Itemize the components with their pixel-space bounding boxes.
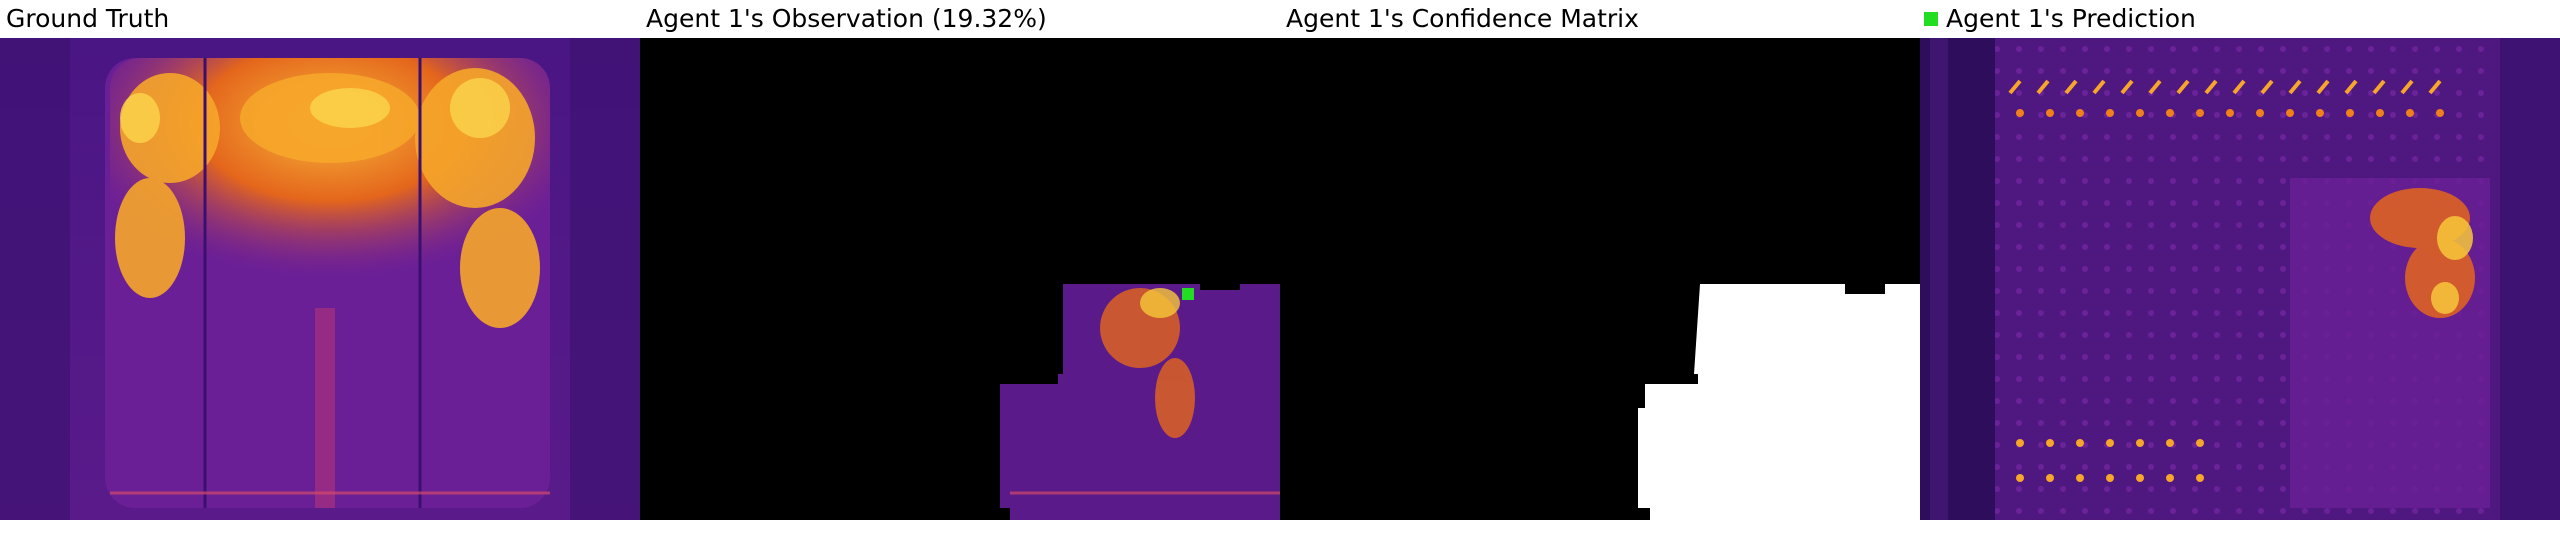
prediction-svg: [1920, 38, 2560, 520]
observation-image: [640, 38, 1280, 520]
observation-title: Agent 1's Observation (19.32%): [646, 4, 1047, 33]
ground-truth-title: Ground Truth: [6, 4, 170, 33]
ground-truth-image: [0, 38, 640, 520]
prediction-title-text: Agent 1's Prediction: [1946, 4, 2196, 33]
ground-truth-svg: [0, 38, 640, 520]
prediction-image: [1920, 38, 2560, 520]
bottom-margin: [0, 520, 2560, 560]
prediction-legend-swatch: [1924, 12, 1938, 26]
confidence-title: Agent 1's Confidence Matrix: [1286, 4, 1639, 33]
prediction-title: Agent 1's Prediction: [1924, 3, 2196, 35]
observation-svg: [640, 38, 1280, 520]
confidence-matrix-image: [1280, 38, 1920, 520]
panel-titles: Ground Truth Agent 1's Observation (19.3…: [0, 0, 2560, 38]
confidence-svg: [1280, 38, 1920, 520]
